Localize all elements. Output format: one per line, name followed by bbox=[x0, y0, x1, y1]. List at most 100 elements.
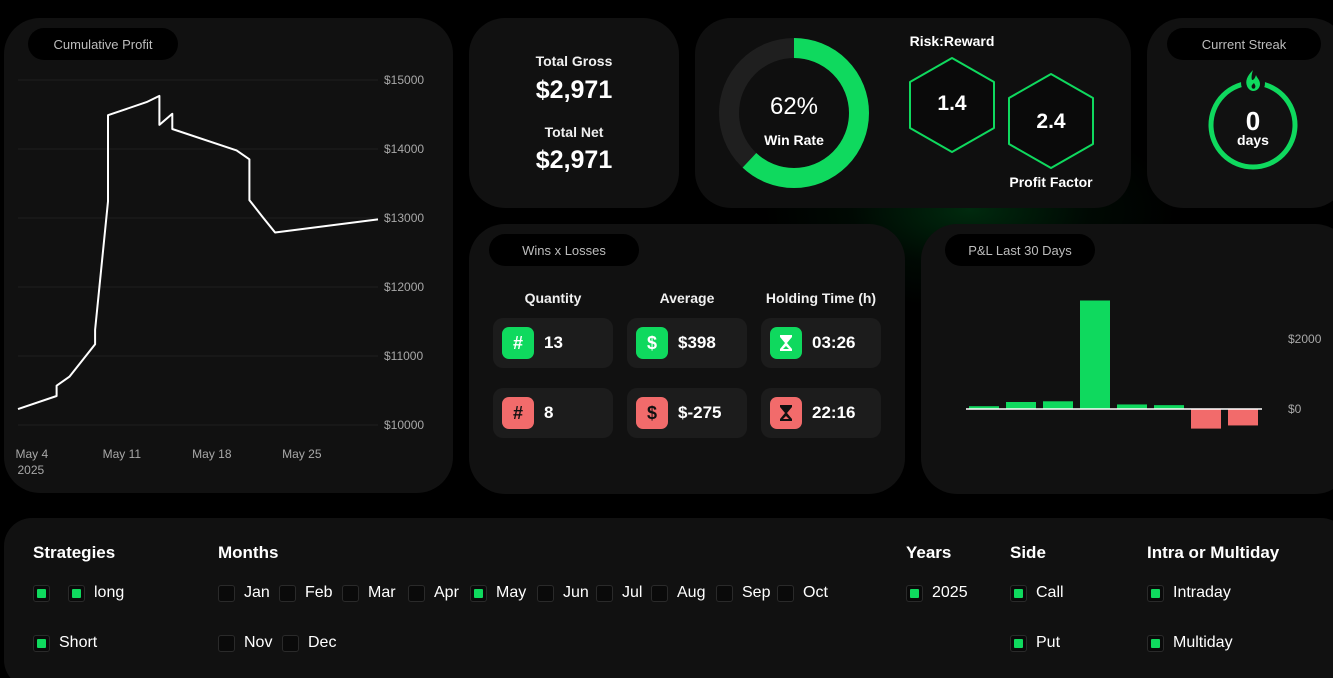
wins-average: $ $398 bbox=[627, 318, 747, 368]
side-checkbox-call[interactable]: Call bbox=[1010, 583, 1064, 603]
hash-icon: # bbox=[502, 397, 534, 429]
wins-holding: 03:26 bbox=[761, 318, 881, 368]
month-checkbox-jul[interactable]: Jul bbox=[596, 583, 642, 603]
strategy-checkbox-short[interactable]: Short bbox=[33, 633, 97, 653]
month-checkbox-mar[interactable]: Mar bbox=[342, 583, 396, 603]
checkbox-label: May bbox=[496, 584, 527, 601]
checkbox-label: Dec bbox=[308, 634, 337, 651]
checkbox-label: Feb bbox=[305, 584, 333, 601]
side-checkbox-put[interactable]: Put bbox=[1010, 633, 1060, 653]
checkbox-label: Multiday bbox=[1173, 634, 1233, 651]
current-streak-title: Current Streak bbox=[1167, 28, 1321, 60]
checkbox-label: Jul bbox=[622, 584, 643, 601]
checkbox-label: Aug bbox=[677, 584, 706, 601]
checkbox-box[interactable] bbox=[33, 584, 50, 602]
losses-holding-value: 22:16 bbox=[812, 403, 856, 422]
checkbox-box[interactable] bbox=[279, 584, 296, 602]
strategy-checkbox-blank[interactable] bbox=[33, 583, 59, 603]
hash-icon: # bbox=[502, 327, 534, 359]
y-tick-label: $13000 bbox=[384, 211, 424, 225]
checkbox-box[interactable] bbox=[596, 584, 613, 602]
intra-multiday-title: Intra or Multiday bbox=[1147, 543, 1280, 562]
cumulative-profit-card: Cumulative Profit $15000 $14000 $13000 $120… bbox=[4, 18, 453, 493]
dollar-icon: $ bbox=[636, 397, 668, 429]
checkbox-box[interactable] bbox=[537, 584, 554, 602]
checkbox-label: Apr bbox=[434, 584, 459, 601]
checkbox-box[interactable] bbox=[68, 584, 85, 602]
total-net-value: $2,971 bbox=[535, 146, 613, 174]
side-title: Side bbox=[1010, 543, 1046, 562]
checkbox-box[interactable] bbox=[1147, 584, 1164, 602]
checkbox-label: Jan bbox=[244, 584, 270, 601]
intra-checkbox-multiday[interactable]: Multiday bbox=[1147, 633, 1233, 653]
pnl-title: P&L Last 30 Days bbox=[945, 234, 1095, 266]
month-checkbox-sep[interactable]: Sep bbox=[716, 583, 770, 603]
win-rate-label: Win Rate bbox=[764, 132, 824, 148]
y-tick-label: $14000 bbox=[384, 142, 424, 156]
pnl-bar bbox=[1191, 409, 1221, 429]
win-rate-graphics: 62% Win Rate Risk:Reward 1.4 2.4 Profit … bbox=[719, 33, 1094, 190]
checkbox-box[interactable] bbox=[1010, 634, 1027, 652]
checkbox-label: Short bbox=[59, 634, 98, 651]
checkbox-box[interactable] bbox=[218, 584, 235, 602]
total-net-label: Total Net bbox=[544, 124, 604, 140]
checkbox-box[interactable] bbox=[1010, 584, 1027, 602]
header-quantity: Quantity bbox=[524, 290, 582, 306]
header-holding-time: Holding Time (h) bbox=[765, 290, 877, 306]
checkbox-box[interactable] bbox=[408, 584, 425, 602]
x-tick-label: May 4 bbox=[16, 447, 49, 461]
months-title: Months bbox=[218, 543, 279, 562]
pnl-bar bbox=[1006, 402, 1036, 409]
streak-unit: days bbox=[1237, 132, 1269, 148]
wins-losses-title: Wins x Losses bbox=[489, 234, 639, 266]
checkbox-label: Sep bbox=[742, 584, 771, 601]
month-checkbox-oct[interactable]: Oct bbox=[777, 583, 828, 603]
month-checkbox-dec[interactable]: Dec bbox=[282, 633, 336, 653]
losses-average-value: $-275 bbox=[678, 403, 722, 422]
wins-losses-card: Wins x Losses Quantity Average Holding T… bbox=[469, 224, 905, 494]
month-checkbox-may[interactable]: May bbox=[470, 583, 526, 603]
checkbox-box[interactable] bbox=[777, 584, 794, 602]
years-title: Years bbox=[906, 543, 952, 562]
checkbox-box[interactable] bbox=[651, 584, 668, 602]
y-tick-label: $10000 bbox=[384, 418, 424, 432]
total-gross-value: $2,971 bbox=[535, 76, 613, 104]
month-checkbox-aug[interactable]: Aug bbox=[651, 583, 705, 603]
y-tick-label: $2000 bbox=[1288, 332, 1322, 346]
win-rate-arc bbox=[719, 38, 869, 188]
hourglass-icon bbox=[770, 327, 802, 359]
x-tick-sublabel: 2025 bbox=[18, 463, 45, 477]
risk-reward-label: Risk:Reward bbox=[910, 33, 995, 49]
pnl-bar bbox=[1154, 405, 1184, 409]
profit-factor-label: Profit Factor bbox=[1009, 174, 1093, 190]
checkbox-box[interactable] bbox=[33, 634, 50, 652]
intra-checkbox-intraday[interactable]: Intraday bbox=[1147, 583, 1231, 603]
checkbox-label: Nov bbox=[244, 634, 273, 651]
strategy-checkbox-long[interactable]: long bbox=[68, 583, 124, 603]
month-checkbox-apr[interactable]: Apr bbox=[408, 583, 459, 603]
month-checkbox-feb[interactable]: Feb bbox=[279, 583, 333, 603]
dollar-icon: $ bbox=[636, 327, 668, 359]
streak-value: 0 bbox=[1246, 106, 1260, 136]
checkbox-box[interactable] bbox=[716, 584, 733, 602]
checkbox-box[interactable] bbox=[282, 634, 299, 652]
checkbox-box[interactable] bbox=[1147, 634, 1164, 652]
month-checkbox-jan[interactable]: Jan bbox=[218, 583, 270, 603]
checkbox-label: Intraday bbox=[1173, 584, 1231, 601]
pnl-bar bbox=[1117, 404, 1147, 409]
cumulative-profit-chart: $15000 $14000 $13000 $12000 $11000 $10000 May … bbox=[16, 73, 425, 477]
year-checkbox-2025[interactable]: 2025 bbox=[906, 583, 968, 603]
month-checkbox-jun[interactable]: Jun bbox=[537, 583, 589, 603]
checkbox-label: 2025 bbox=[932, 584, 968, 601]
month-checkbox-nov[interactable]: Nov bbox=[218, 633, 272, 653]
pnl-bar bbox=[969, 406, 999, 409]
checkbox-box[interactable] bbox=[342, 584, 359, 602]
pnl-bar bbox=[1043, 401, 1073, 409]
checkbox-box[interactable] bbox=[470, 584, 487, 602]
x-tick-label: May 25 bbox=[282, 447, 322, 461]
checkbox-box[interactable] bbox=[218, 634, 235, 652]
risk-reward-value: 1.4 bbox=[937, 92, 967, 115]
flame-icon bbox=[1246, 70, 1260, 91]
checkbox-box[interactable] bbox=[906, 584, 923, 602]
wins-holding-value: 03:26 bbox=[812, 333, 856, 352]
